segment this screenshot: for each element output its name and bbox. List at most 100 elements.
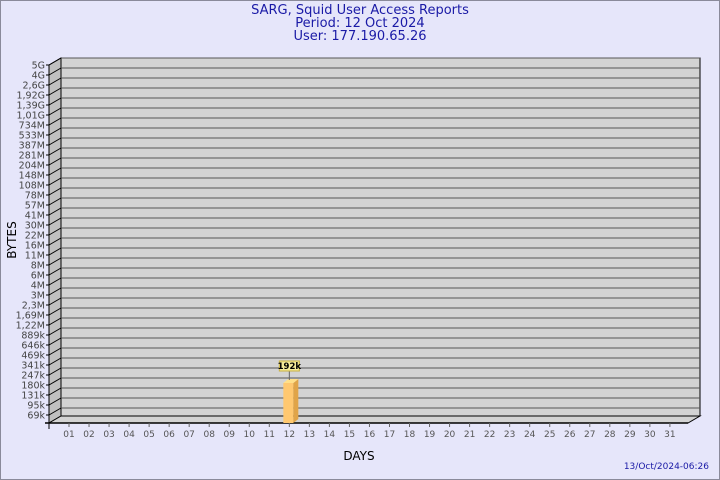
x-tick-label: 02 <box>83 430 94 440</box>
gridline-diagonal <box>48 57 62 66</box>
gridline-diagonal <box>48 157 62 166</box>
y-tick-label: 1,01G <box>16 111 45 122</box>
bar-front <box>283 382 294 423</box>
gridline-diagonal <box>48 247 62 256</box>
bar-value-label: 192k <box>278 362 302 372</box>
y-tick-label: 204M <box>19 161 45 172</box>
x-tick-label: 16 <box>364 430 376 440</box>
x-tick-label: 05 <box>143 430 154 440</box>
x-tick-label: 19 <box>424 430 436 440</box>
bar-side <box>293 378 299 423</box>
x-tick-label: 14 <box>324 430 336 440</box>
x-tick-label: 07 <box>183 430 194 440</box>
gridline-diagonal <box>48 67 62 76</box>
y-tick-label: 180k <box>21 381 45 392</box>
x-tick-label: 09 <box>224 430 236 440</box>
x-tick-label: 08 <box>203 430 215 440</box>
x-tick-label: 30 <box>644 430 656 440</box>
y-tick-label: 41M <box>25 211 45 222</box>
gridline-diagonal <box>48 77 62 86</box>
y-tick-label: 6M <box>31 271 45 282</box>
plot-back-wall <box>60 57 701 417</box>
x-tick-label: 17 <box>384 430 395 440</box>
y-tick-label: 11M <box>25 251 45 262</box>
gridline-diagonal <box>48 397 62 406</box>
gridline-diagonal <box>48 167 62 176</box>
x-tick-label: 29 <box>624 430 636 440</box>
y-tick-label: 341k <box>21 361 45 372</box>
gridline-diagonal <box>48 367 62 376</box>
y-tick-label: 734M <box>19 121 45 132</box>
x-tick-label: 13 <box>304 430 315 440</box>
gridline-diagonal <box>48 377 62 386</box>
x-tick-label: 04 <box>123 430 135 440</box>
gridline-diagonal <box>48 127 62 136</box>
y-tick-label: 1,39G <box>16 101 45 112</box>
x-tick-label: 26 <box>564 430 576 440</box>
gridline-diagonal <box>48 327 62 336</box>
y-tick-label: 16M <box>25 241 45 252</box>
x-tick-label: 01 <box>63 430 74 440</box>
gridline-diagonal <box>48 87 62 96</box>
gridline-diagonal <box>48 117 62 126</box>
x-tick-label: 11 <box>264 430 275 440</box>
y-tick-label: 646k <box>21 341 45 352</box>
x-tick-label: 20 <box>444 430 456 440</box>
gridline-diagonal <box>48 297 62 306</box>
y-tick-label: 22M <box>25 231 45 242</box>
x-tick-label: 03 <box>103 430 114 440</box>
plot-left-wall <box>48 57 62 424</box>
y-tick-label: 57M <box>25 201 45 212</box>
y-tick-label: 148M <box>19 171 45 182</box>
y-tick-label: 281M <box>19 151 45 162</box>
gridline-diagonal <box>48 97 62 106</box>
gridline-diagonal <box>48 207 62 216</box>
plot-floor <box>47 415 702 424</box>
y-tick-label: 2,3M <box>22 301 45 312</box>
x-tick-label: 18 <box>404 430 416 440</box>
gridline-diagonal <box>48 307 62 316</box>
y-tick-label: 387M <box>19 141 45 152</box>
x-tick-label: 28 <box>604 430 616 440</box>
gridline-diagonal <box>48 337 62 346</box>
y-tick-label: 1,22M <box>16 321 45 332</box>
y-tick-label: 69k <box>27 411 45 422</box>
chart-user: User: 177.190.65.26 <box>293 29 427 44</box>
x-tick-label: 10 <box>244 430 256 440</box>
x-tick-label: 21 <box>464 430 475 440</box>
x-tick-label: 25 <box>544 430 555 440</box>
y-tick-label: 533M <box>19 131 45 142</box>
x-tick-label: 31 <box>664 430 675 440</box>
y-tick-label: 108M <box>19 181 45 192</box>
gridline-diagonal <box>48 357 62 366</box>
y-axis-label: BYTES <box>5 221 19 258</box>
x-tick-label: 23 <box>504 430 515 440</box>
gridline-diagonal <box>48 187 62 196</box>
y-tick-label: 8M <box>31 261 45 272</box>
gridline-diagonal <box>48 347 62 356</box>
x-tick-label: 15 <box>344 430 355 440</box>
gridline-diagonal <box>48 407 62 416</box>
y-tick-label: 5G <box>32 61 45 72</box>
gridline-diagonal <box>48 277 62 286</box>
gridline-diagonal <box>48 147 62 156</box>
gridline-diagonal <box>48 387 62 396</box>
x-tick-label: 06 <box>163 430 175 440</box>
y-tick-label: 469k <box>21 351 45 362</box>
y-tick-label: 78M <box>25 191 45 202</box>
y-tick-label: 247k <box>21 371 45 382</box>
y-tick-label: 3M <box>31 291 45 302</box>
y-tick-label: 2,6G <box>23 81 45 92</box>
gridline-diagonal <box>48 317 62 326</box>
x-tick-label: 22 <box>484 430 495 440</box>
y-tick-label: 1,69M <box>16 311 45 322</box>
gridline-diagonal <box>48 267 62 276</box>
gridline-diagonal <box>48 137 62 146</box>
gridline-diagonal <box>48 237 62 246</box>
gridline-diagonal <box>48 217 62 226</box>
gridline-diagonal <box>48 287 62 296</box>
y-tick-label: 95k <box>27 401 45 412</box>
y-tick-label: 131k <box>21 391 45 402</box>
bar-label-box <box>278 360 300 372</box>
